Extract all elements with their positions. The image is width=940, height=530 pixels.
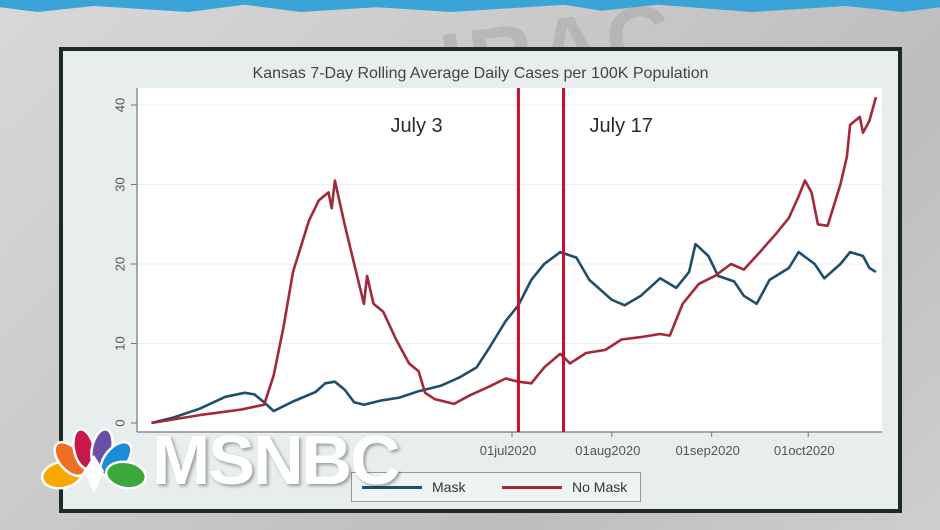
annotation-label: July 3 — [390, 115, 442, 137]
legend-swatch-no-mask — [502, 485, 562, 489]
legend-label: Mask — [432, 479, 466, 495]
x-tick-label: 01jul2020 — [480, 443, 536, 458]
msnbc-logo: MSNBC — [40, 420, 401, 500]
y-tick-label: 30 — [112, 177, 127, 191]
nbc-peacock-icon — [40, 428, 148, 493]
x-tick-label: 01sep2020 — [675, 443, 739, 458]
x-tick-label: 01aug2020 — [575, 443, 640, 458]
series-line-no-mask — [151, 96, 878, 425]
y-tick-label: 0 — [112, 419, 127, 426]
x-tick-label: 01oct2020 — [774, 443, 835, 458]
chart-title: Kansas 7-Day Rolling Average Daily Cases… — [252, 65, 709, 82]
series-line-mask — [151, 242, 877, 425]
msnbc-wordmark: MSNBC — [152, 421, 401, 499]
y-tick-label: 10 — [112, 336, 127, 350]
legend-item-mask: Mask — [362, 479, 465, 495]
plot-area — [137, 88, 882, 432]
annotation-label: July 17 — [590, 115, 653, 137]
legend-swatch-mask — [362, 485, 422, 489]
y-tick-label: 40 — [112, 98, 127, 112]
chart-legend: Mask No Mask — [351, 472, 641, 502]
y-tick-label: 20 — [112, 257, 127, 271]
legend-label: No Mask — [572, 479, 628, 495]
legend-item-no-mask: No Mask — [502, 479, 627, 495]
